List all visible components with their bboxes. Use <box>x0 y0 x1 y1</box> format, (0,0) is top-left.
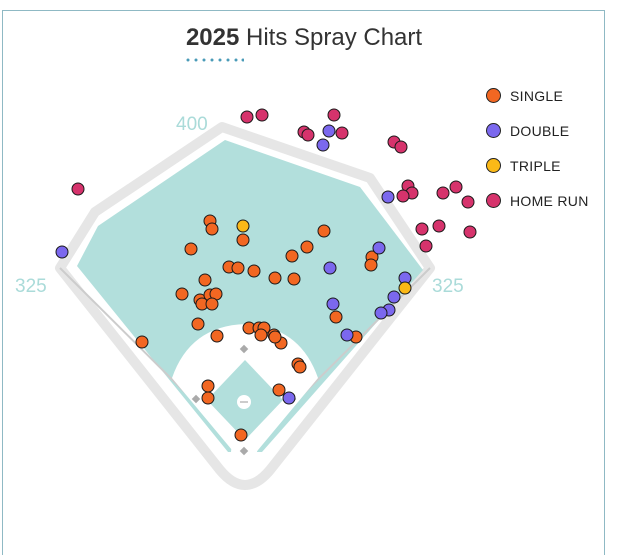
home-run-hit-marker-16 <box>415 222 429 236</box>
legend-marker-triple <box>486 158 501 173</box>
title-underline-dots <box>186 58 244 62</box>
home-plate <box>239 446 249 456</box>
chart-title: 2025 Hits Spray Chart <box>0 24 608 52</box>
single-hit-marker-30 <box>329 310 343 324</box>
legend-item-single: SINGLE <box>486 78 589 113</box>
outfield-grass <box>77 140 423 452</box>
single-hit-marker-5 <box>317 224 331 238</box>
single-hit-marker-11 <box>198 273 212 287</box>
double-hit-marker-2 <box>322 124 336 138</box>
legend-label-triple: TRIPLE <box>510 157 561 174</box>
home-run-hit-marker-17 <box>432 219 446 233</box>
legend-item-double: DOUBLE <box>486 113 589 148</box>
legend-marker-home-run <box>486 193 501 208</box>
home-run-hit-marker-1 <box>240 110 254 124</box>
single-hit-marker-29 <box>268 330 282 344</box>
legend: SINGLE DOUBLE TRIPLE HOME RUN <box>486 78 589 218</box>
chart-frame <box>2 10 605 555</box>
single-hit-marker-22 <box>135 335 149 349</box>
double-hit-marker-13 <box>282 391 296 405</box>
double-hit-marker-6 <box>323 261 337 275</box>
triple-hit-marker-1 <box>236 219 250 233</box>
third-base <box>191 394 201 404</box>
single-hit-marker-20 <box>191 317 205 331</box>
single-hit-marker-35 <box>293 360 307 374</box>
triple-hit-marker-2 <box>398 281 412 295</box>
double-hit-marker-8 <box>387 290 401 304</box>
legend-label-home-run: HOME RUN <box>510 192 589 209</box>
single-hit-marker-3 <box>184 242 198 256</box>
center-field-distance: 400 <box>176 114 208 135</box>
double-hit-marker-3 <box>316 138 330 152</box>
second-base <box>239 344 249 354</box>
single-hit-marker-38 <box>201 391 215 405</box>
home-run-hit-marker-18 <box>463 225 477 239</box>
title-year: 2025 <box>185 24 240 51</box>
double-hit-marker-4 <box>381 190 395 204</box>
double-hit-marker-1 <box>55 245 69 259</box>
single-hit-marker-13 <box>287 272 301 286</box>
double-hit-marker-9 <box>326 297 340 311</box>
single-hit-marker-10 <box>247 264 261 278</box>
legend-marker-double <box>486 123 501 138</box>
title-text: Hits Spray Chart <box>246 24 423 51</box>
single-hit-marker-2 <box>205 222 219 236</box>
right-field-distance: 325 <box>432 276 464 297</box>
home-run-hit-marker-13 <box>436 186 450 200</box>
single-hit-marker-6 <box>300 240 314 254</box>
home-run-hit-marker-3 <box>327 108 341 122</box>
legend-item-triple: TRIPLE <box>486 148 589 183</box>
legend-label-single: SINGLE <box>510 87 564 104</box>
home-run-hit-marker-6 <box>335 126 349 140</box>
hit-markers <box>55 108 477 442</box>
single-hit-marker-9 <box>231 261 245 275</box>
legend-marker-single <box>486 88 501 103</box>
home-run-hit-marker-12 <box>396 189 410 203</box>
double-hit-marker-11 <box>374 306 388 320</box>
single-hit-marker-21 <box>210 329 224 343</box>
home-run-hit-marker-2 <box>255 108 269 122</box>
home-run-hit-marker-5 <box>301 128 315 142</box>
outer-field-boundary <box>55 122 435 490</box>
single-hit-marker-37 <box>272 383 286 397</box>
home-run-hit-marker-8 <box>394 140 408 154</box>
double-hit-marker-5 <box>372 241 386 255</box>
home-run-hit-marker-19 <box>419 239 433 253</box>
single-hit-marker-33 <box>364 258 378 272</box>
legend-item-home-run: HOME RUN <box>486 183 589 218</box>
single-hit-marker-39 <box>234 428 248 442</box>
home-run-hit-marker-9 <box>71 182 85 196</box>
home-run-hit-marker-15 <box>461 195 475 209</box>
single-hit-marker-4 <box>236 233 250 247</box>
home-run-hit-marker-14 <box>449 180 463 194</box>
single-hit-marker-26 <box>254 328 268 342</box>
single-hit-marker-19 <box>205 297 219 311</box>
double-hit-marker-12 <box>340 328 354 342</box>
single-hit-marker-7 <box>285 249 299 263</box>
left-field-distance: 325 <box>15 276 47 297</box>
legend-label-double: DOUBLE <box>510 122 570 139</box>
single-hit-marker-12 <box>268 271 282 285</box>
single-hit-marker-14 <box>175 287 189 301</box>
single-hit-marker-36 <box>201 379 215 393</box>
